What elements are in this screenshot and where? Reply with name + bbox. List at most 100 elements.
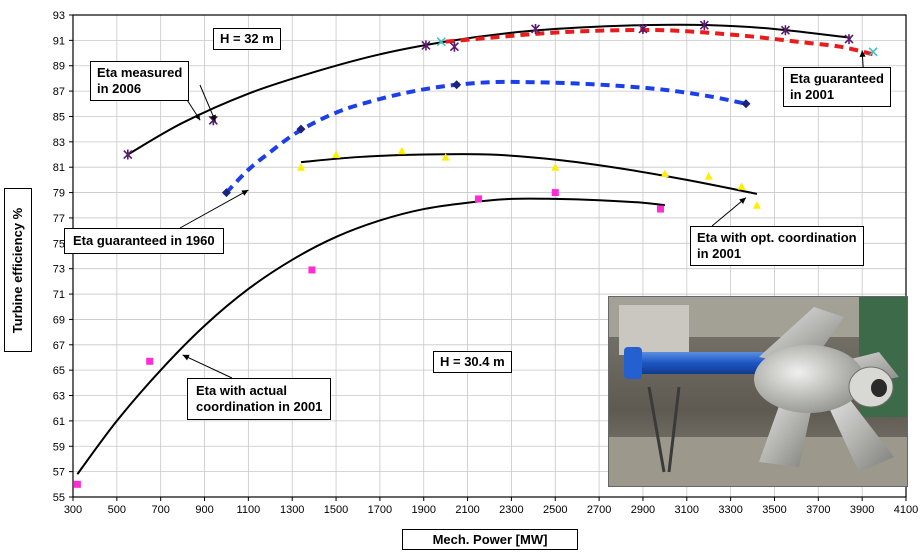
triangle-marker — [660, 169, 669, 178]
y-axis-title: Turbine efficiency % — [4, 188, 32, 352]
y-tick-label: 87 — [53, 86, 65, 98]
annotation-line: H = 30.4 m — [440, 354, 505, 369]
triangle-marker — [397, 146, 406, 155]
star-marker — [123, 149, 133, 160]
annotation-head-32: H = 32 m — [213, 28, 281, 50]
star-marker — [530, 23, 541, 34]
arrowhead — [182, 354, 190, 361]
series-layer — [73, 20, 878, 488]
solid-series-line — [300, 153, 758, 195]
annotation-eta-actual-2001: Eta with actual coordination in 2001 — [187, 378, 332, 420]
star-marker — [844, 34, 854, 45]
y-tick-label: 93 — [53, 10, 65, 22]
annotation-head-30: H = 30.4 m — [433, 351, 512, 373]
triangle-marker — [551, 163, 560, 171]
y-tick-label: 89 — [53, 61, 65, 73]
y-axis-label: Turbine efficiency % — [10, 207, 26, 333]
solid-series-line — [127, 23, 852, 156]
x-tick-label: 2700 — [587, 504, 611, 516]
x-tick-label: 2100 — [455, 504, 479, 516]
y-tick-label: 81 — [53, 162, 65, 174]
x-tick-label: 2900 — [631, 504, 655, 516]
x-tick-label: 1700 — [368, 504, 392, 516]
axes: 300 500 700 900 1100 1300 1500 1700 1900 2100 2300… — [53, 10, 918, 516]
y-tick-label: 73 — [53, 264, 65, 276]
diamond-marker — [741, 99, 751, 109]
annotation-eta-guaranteed-2001: Eta guaranteed in 2001 — [783, 67, 891, 107]
diamond-marker — [296, 124, 306, 134]
annotation-eta-opt-2001: Eta with opt. coordination in 2001 — [690, 226, 864, 266]
arrowhead — [241, 190, 249, 196]
x-tick-label: 3700 — [806, 504, 830, 516]
arrowhead — [210, 114, 216, 122]
diamond-marker — [221, 188, 231, 198]
annotation-line: in 2001 — [790, 87, 835, 102]
diamond-marker — [452, 80, 462, 90]
y-tick-label: 57 — [53, 467, 65, 479]
x-tick-label: 2500 — [543, 504, 567, 516]
triangle-marker — [296, 163, 305, 171]
y-tick-label: 83 — [53, 137, 65, 149]
leader-eta-actual-2001 — [182, 354, 233, 379]
x-marker — [436, 37, 446, 47]
triangle-marker — [704, 172, 713, 180]
annotation-leaders — [179, 50, 866, 379]
annotation-line: in 2001 — [697, 246, 742, 261]
x-tick-label: 4100 — [894, 504, 918, 516]
annotation-line: Eta guaranteed — [790, 71, 884, 86]
triangle-marker — [737, 182, 746, 190]
arrowhead — [859, 50, 866, 57]
annotation-line: Eta with opt. coordination — [697, 230, 857, 245]
kaplan-turbine-runner-photo — [608, 296, 908, 487]
y-tick-label: 63 — [53, 391, 65, 403]
y-tick-label: 85 — [53, 111, 65, 123]
square-marker — [146, 357, 154, 365]
x-tick-label: 1300 — [280, 504, 304, 516]
arrowhead — [194, 113, 201, 121]
y-tick-label: 55 — [53, 492, 65, 504]
star-marker — [449, 41, 459, 52]
x-axis-title: Mech. Power [MW] — [402, 529, 578, 550]
y-tick-label: 71 — [53, 289, 65, 301]
y-tick-label: 75 — [53, 238, 65, 250]
dashed-series-line — [225, 79, 747, 194]
arrowhead — [739, 197, 746, 205]
dashed-series-line — [445, 27, 874, 57]
triangle-marker — [752, 201, 761, 209]
annotation-line: Eta guaranteed in 1960 — [73, 233, 215, 248]
solid-series-line — [76, 197, 665, 475]
star-marker — [699, 20, 709, 31]
annotation-eta-2006: Eta measured in 2006 — [90, 61, 190, 101]
star-marker — [421, 40, 431, 51]
y-tick-label: 61 — [53, 416, 65, 428]
x-tick-label: 3100 — [675, 504, 699, 516]
y-tick-label: 65 — [53, 365, 65, 377]
x-tick-label: 900 — [195, 504, 213, 516]
star-marker — [638, 23, 648, 34]
plot-frame — [72, 14, 907, 498]
annotation-line: in 2006 — [97, 81, 142, 96]
x-tick-label: 1100 — [237, 504, 261, 516]
x-tick-label: 3300 — [718, 504, 742, 516]
annotation-eta-guaranteed-1960: Eta guaranteed in 1960 — [64, 228, 224, 254]
annotation-line: H = 32 m — [220, 31, 274, 46]
square-marker — [475, 195, 483, 203]
leader-eta-opt-2001 — [711, 197, 747, 227]
square-marker — [656, 205, 664, 213]
square-marker — [308, 266, 316, 274]
annotation-line: Eta measured — [97, 65, 183, 80]
square-marker — [551, 189, 559, 197]
x-marker — [868, 47, 878, 57]
annotation-line: Eta with actual — [196, 383, 288, 398]
y-tick-label: 79 — [53, 188, 65, 200]
x-axis-label: Mech. Power [MW] — [432, 532, 548, 547]
triangle-marker — [332, 150, 341, 159]
square-marker — [73, 480, 81, 488]
x-tick-label: 2300 — [499, 504, 523, 516]
star-marker — [780, 25, 790, 36]
x-tick-label: 300 — [64, 504, 82, 516]
y-tick-label: 59 — [53, 441, 65, 453]
y-tick-label: 91 — [53, 35, 65, 47]
x-tick-label: 3500 — [762, 504, 786, 516]
x-tick-label: 700 — [152, 504, 170, 516]
